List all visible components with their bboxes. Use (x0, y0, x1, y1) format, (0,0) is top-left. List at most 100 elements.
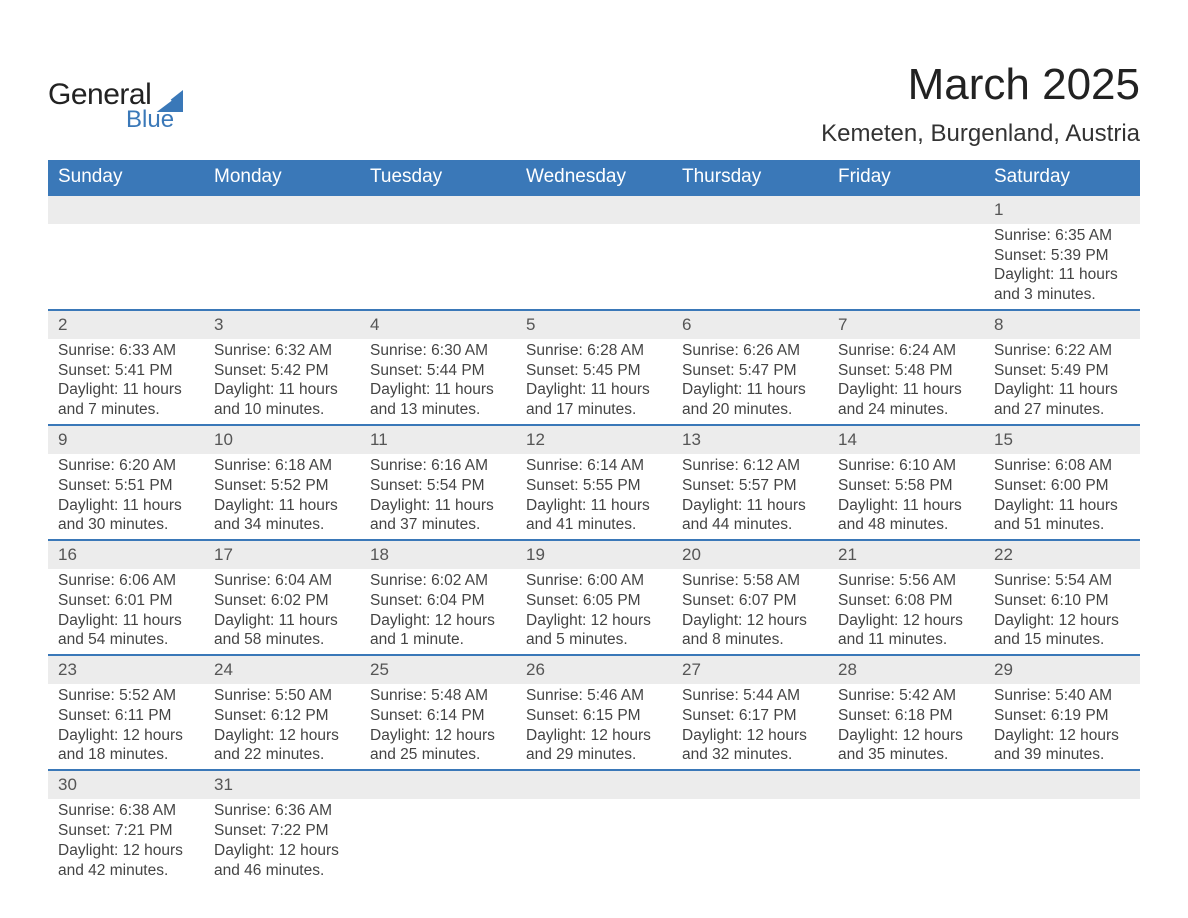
daylight-line: Daylight: 11 hours and 13 minutes. (370, 380, 506, 420)
sunrise-line: Sunrise: 5:58 AM (682, 571, 818, 591)
day-number: 28 (828, 654, 984, 684)
sunset-line: Sunset: 6:02 PM (214, 591, 350, 611)
sunrise-line: Sunrise: 6:08 AM (994, 456, 1130, 476)
sunrise-line: Sunrise: 5:54 AM (994, 571, 1130, 591)
sunrise-line: Sunrise: 6:12 AM (682, 456, 818, 476)
calendar-cell (828, 194, 984, 309)
daylight-line: Daylight: 11 hours and 27 minutes. (994, 380, 1130, 420)
calendar-cell: 4Sunrise: 6:30 AMSunset: 5:44 PMDaylight… (360, 309, 516, 424)
daylight-line: Daylight: 12 hours and 46 minutes. (214, 841, 350, 881)
daylight-line: Daylight: 11 hours and 17 minutes. (526, 380, 662, 420)
calendar-header-row: SundayMondayTuesdayWednesdayThursdayFrid… (48, 160, 1140, 194)
sunset-line: Sunset: 5:45 PM (526, 361, 662, 381)
calendar-cell (516, 769, 672, 884)
day-number: 6 (672, 309, 828, 339)
sunset-line: Sunset: 5:44 PM (370, 361, 506, 381)
calendar-cell: 17Sunrise: 6:04 AMSunset: 6:02 PMDayligh… (204, 539, 360, 654)
day-number: 9 (48, 424, 204, 454)
daylight-line: Daylight: 12 hours and 32 minutes. (682, 726, 818, 766)
sunset-line: Sunset: 6:04 PM (370, 591, 506, 611)
calendar-cell: 2Sunrise: 6:33 AMSunset: 5:41 PMDaylight… (48, 309, 204, 424)
calendar-cell: 25Sunrise: 5:48 AMSunset: 6:14 PMDayligh… (360, 654, 516, 769)
sunset-line: Sunset: 5:39 PM (994, 246, 1130, 266)
calendar-cell: 29Sunrise: 5:40 AMSunset: 6:19 PMDayligh… (984, 654, 1140, 769)
day-number: 13 (672, 424, 828, 454)
sunrise-line: Sunrise: 5:40 AM (994, 686, 1130, 706)
day-number: 18 (360, 539, 516, 569)
sunset-line: Sunset: 7:22 PM (214, 821, 350, 841)
calendar-cell: 31Sunrise: 6:36 AMSunset: 7:22 PMDayligh… (204, 769, 360, 884)
sunset-line: Sunset: 7:21 PM (58, 821, 194, 841)
day-number: 21 (828, 539, 984, 569)
calendar-cell (672, 769, 828, 884)
calendar-cell (828, 769, 984, 884)
daylight-line: Daylight: 12 hours and 39 minutes. (994, 726, 1130, 766)
daylight-line: Daylight: 12 hours and 42 minutes. (58, 841, 194, 881)
sunrise-line: Sunrise: 6:06 AM (58, 571, 194, 591)
weekday-header: Saturday (984, 160, 1140, 194)
daylight-line: Daylight: 12 hours and 35 minutes. (838, 726, 974, 766)
day-number: 12 (516, 424, 672, 454)
day-number: 22 (984, 539, 1140, 569)
sunrise-line: Sunrise: 6:04 AM (214, 571, 350, 591)
day-number: 11 (360, 424, 516, 454)
sunrise-line: Sunrise: 6:10 AM (838, 456, 974, 476)
weekday-header: Sunday (48, 160, 204, 194)
day-number: 17 (204, 539, 360, 569)
calendar-cell: 5Sunrise: 6:28 AMSunset: 5:45 PMDaylight… (516, 309, 672, 424)
calendar-cell: 19Sunrise: 6:00 AMSunset: 6:05 PMDayligh… (516, 539, 672, 654)
calendar-cell: 11Sunrise: 6:16 AMSunset: 5:54 PMDayligh… (360, 424, 516, 539)
day-number: 3 (204, 309, 360, 339)
sunset-line: Sunset: 5:47 PM (682, 361, 818, 381)
sunset-line: Sunset: 5:57 PM (682, 476, 818, 496)
calendar-cell: 7Sunrise: 6:24 AMSunset: 5:48 PMDaylight… (828, 309, 984, 424)
sunrise-line: Sunrise: 6:16 AM (370, 456, 506, 476)
sunset-line: Sunset: 5:41 PM (58, 361, 194, 381)
calendar-cell: 14Sunrise: 6:10 AMSunset: 5:58 PMDayligh… (828, 424, 984, 539)
weekday-header: Wednesday (516, 160, 672, 194)
day-number: 26 (516, 654, 672, 684)
sunset-line: Sunset: 6:10 PM (994, 591, 1130, 611)
sunrise-line: Sunrise: 6:14 AM (526, 456, 662, 476)
location: Kemeten, Burgenland, Austria (821, 120, 1140, 148)
day-number: 24 (204, 654, 360, 684)
calendar-cell: 3Sunrise: 6:32 AMSunset: 5:42 PMDaylight… (204, 309, 360, 424)
sunrise-line: Sunrise: 6:22 AM (994, 341, 1130, 361)
calendar-body: 1Sunrise: 6:35 AMSunset: 5:39 PM Daylight… (48, 194, 1140, 884)
sunrise-line: Sunrise: 6:35 AM (994, 226, 1130, 246)
calendar-cell: 24Sunrise: 5:50 AMSunset: 6:12 PMDayligh… (204, 654, 360, 769)
sunrise-line: Sunrise: 5:42 AM (838, 686, 974, 706)
sunset-line: Sunset: 6:08 PM (838, 591, 974, 611)
daylight-line: Daylight: 11 hours and 30 minutes. (58, 496, 194, 536)
daylight-line: Daylight: 12 hours and 18 minutes. (58, 726, 194, 766)
calendar-cell: 15Sunrise: 6:08 AMSunset: 6:00 PMDayligh… (984, 424, 1140, 539)
calendar-cell: 10Sunrise: 6:18 AMSunset: 5:52 PMDayligh… (204, 424, 360, 539)
daylight-line: Daylight: 12 hours and 1 minute. (370, 611, 506, 651)
calendar-cell: 12Sunrise: 6:14 AMSunset: 5:55 PMDayligh… (516, 424, 672, 539)
sunrise-line: Sunrise: 5:48 AM (370, 686, 506, 706)
month-title: March 2025 (821, 60, 1140, 110)
calendar-cell: 13Sunrise: 6:12 AMSunset: 5:57 PMDayligh… (672, 424, 828, 539)
sunset-line: Sunset: 6:15 PM (526, 706, 662, 726)
day-number: 23 (48, 654, 204, 684)
day-number: 1 (984, 194, 1140, 224)
daylight-line: Daylight: 11 hours and 51 minutes. (994, 496, 1130, 536)
calendar-cell: 30Sunrise: 6:38 AMSunset: 7:21 PMDayligh… (48, 769, 204, 884)
calendar-cell: 1Sunrise: 6:35 AMSunset: 5:39 PMDaylight… (984, 194, 1140, 309)
sunrise-line: Sunrise: 6:30 AM (370, 341, 506, 361)
daylight-line: Daylight: 12 hours and 11 minutes. (838, 611, 974, 651)
weekday-header: Monday (204, 160, 360, 194)
calendar-cell: 8Sunrise: 6:22 AMSunset: 5:49 PMDaylight… (984, 309, 1140, 424)
daylight-line: Daylight: 11 hours and 37 minutes. (370, 496, 506, 536)
day-number: 31 (204, 769, 360, 799)
daylight-line: Daylight: 12 hours and 8 minutes. (682, 611, 818, 651)
daylight-line: Daylight: 11 hours and 20 minutes. (682, 380, 818, 420)
sunset-line: Sunset: 5:48 PM (838, 361, 974, 381)
sunrise-line: Sunrise: 6:26 AM (682, 341, 818, 361)
day-number: 10 (204, 424, 360, 454)
sunset-line: Sunset: 5:58 PM (838, 476, 974, 496)
sunset-line: Sunset: 6:00 PM (994, 476, 1130, 496)
calendar-cell (204, 194, 360, 309)
sunrise-line: Sunrise: 5:44 AM (682, 686, 818, 706)
sunrise-line: Sunrise: 6:38 AM (58, 801, 194, 821)
